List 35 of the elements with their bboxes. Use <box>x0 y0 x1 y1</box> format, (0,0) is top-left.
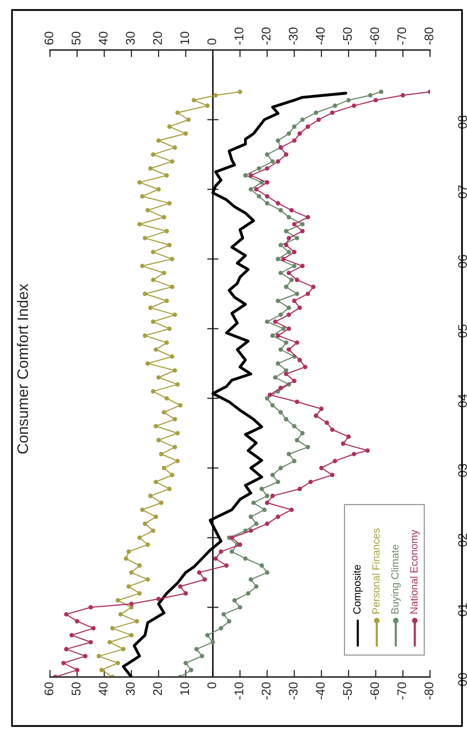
text: National Economy <box>410 530 420 614</box>
x-tick-label: -40 <box>316 682 325 700</box>
x2-tick-label: -30 <box>288 28 298 45</box>
x2-tick-label: -40 <box>316 28 325 45</box>
text: Personal Finances <box>372 528 380 614</box>
text: Composite <box>352 564 363 614</box>
x2-tick-label: -10 <box>234 28 244 45</box>
x2-tick-label: -50 <box>343 28 352 45</box>
x-tick-label: 50 <box>72 682 80 696</box>
x-tick-label: -50 <box>343 682 352 700</box>
x2-tick-label: -60 <box>370 28 380 45</box>
x2-tick-label: -70 <box>397 28 406 45</box>
x2-tick-label: 60 <box>44 32 54 45</box>
x-tick-label: 0 <box>207 682 216 688</box>
x2-tick-label: 10 <box>180 32 190 44</box>
x2-tick-label: 30 <box>126 32 135 45</box>
x-tick-label: -70 <box>397 682 406 700</box>
x2-tick-label: 20 <box>153 32 162 45</box>
x-tick-label: -80 <box>424 682 434 700</box>
x-tick-label: -10 <box>234 682 244 700</box>
x2-tick-label: 50 <box>72 32 80 45</box>
x-tick-label: 20 <box>153 682 162 696</box>
x2-tick-label: 40 <box>98 32 108 45</box>
text: Buying Climate <box>390 544 401 614</box>
x-tick-label: -60 <box>370 682 380 700</box>
x-tick-label: -20 <box>262 682 270 700</box>
x-tick-label: 10 <box>180 682 190 695</box>
x-tick-label: 40 <box>98 682 108 696</box>
text: Consumer Comfort Index <box>16 284 28 454</box>
x2-tick-label: -80 <box>424 28 434 45</box>
x2-tick-label: -20 <box>262 28 270 45</box>
x-tick-label: 60 <box>44 682 54 696</box>
x2-tick-label: 0 <box>207 38 216 45</box>
x-tick-label: 30 <box>126 682 135 696</box>
x-tick-label: -30 <box>288 682 298 700</box>
